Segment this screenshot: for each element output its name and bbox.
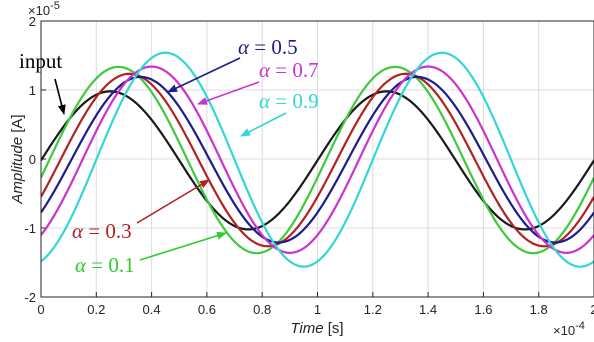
series-line: [41, 65, 594, 254]
x-multiplier: ×10-4: [553, 320, 585, 338]
x-tick-label: 1.2: [364, 302, 382, 317]
annotations: input α = 0.5α = 0.7 α = 0.9 α = 0.3 α = 0.1: [19, 35, 319, 277]
y-multiplier: ×10-5: [28, 0, 60, 18]
x-tick-label: 1: [314, 302, 321, 317]
y-tick-label: 1: [29, 83, 36, 98]
y-tick-label: 2: [29, 14, 36, 29]
annotation-label: input: [19, 49, 62, 73]
tick-labels: 0 0.2 0.4 0.6 0.8 1 1.2 1.4 1.6 1.8 2 -2 -1 0 1 2: [24, 14, 594, 317]
x-axis-label: Time [s]: [290, 320, 343, 337]
series-line: [41, 65, 594, 255]
annotation-label: α = 0.3: [72, 219, 132, 243]
series-line: [41, 90, 594, 231]
x-tick-label: 1.6: [474, 302, 492, 317]
x-tick-label: 1.8: [530, 302, 548, 317]
x-tick-label: 0: [37, 302, 44, 317]
annotation-arrow: [240, 112, 287, 137]
annotation-arrow: [167, 57, 241, 93]
annotation-arrow: [139, 231, 227, 261]
series-line: [41, 75, 594, 244]
annotation-label: α = 0.9: [259, 89, 319, 113]
y-tick-label: 0: [29, 152, 36, 167]
annotation-arrow: [197, 81, 260, 105]
y-axis-label: Amplitude [A]: [9, 114, 26, 204]
x-tick-label: 2: [590, 302, 594, 317]
x-tick-label: 0.4: [143, 302, 161, 317]
annotation-label: α = 0.7: [259, 58, 319, 82]
y-tick-label: -2: [24, 290, 36, 305]
x-tick-label: 0.8: [253, 302, 271, 317]
y-tick-label: -1: [24, 221, 36, 236]
series-line: [41, 51, 594, 268]
x-tick-label: 0.2: [87, 302, 105, 317]
annotation-label: α = 0.1: [75, 253, 135, 277]
annotation-label: α = 0.5: [238, 35, 298, 59]
x-tick-label: 0.6: [198, 302, 216, 317]
x-tick-label: 1.4: [419, 302, 437, 317]
annotation-arrow: [136, 179, 210, 224]
plot-frame: [40, 20, 594, 298]
annotation-arrow: [54, 78, 66, 115]
series-group: [41, 51, 594, 268]
